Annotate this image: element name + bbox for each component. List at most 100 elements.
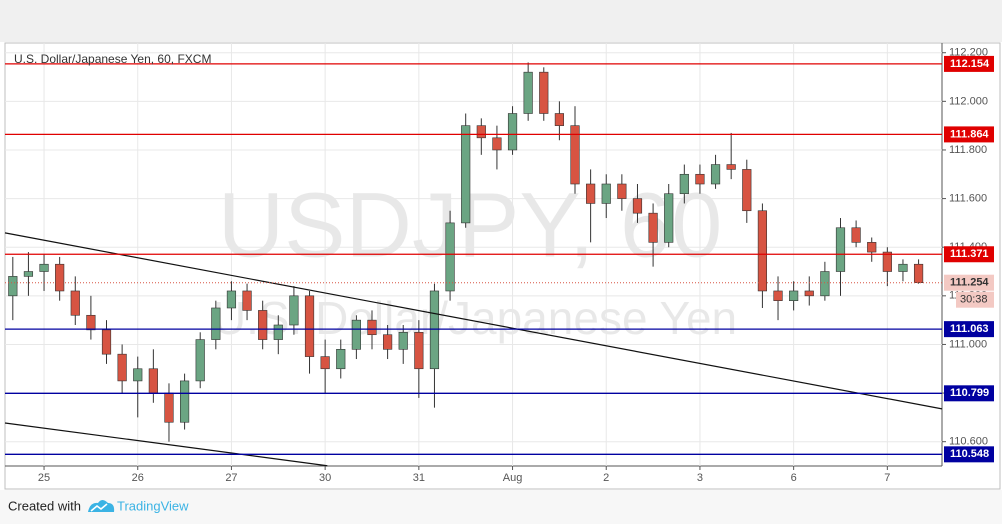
candle-body bbox=[554, 113, 564, 126]
level-badge bbox=[944, 274, 994, 291]
candle-body bbox=[851, 227, 861, 243]
candle-body bbox=[101, 329, 112, 355]
candle-body bbox=[523, 71, 533, 114]
candle-body bbox=[742, 169, 752, 212]
candle-body bbox=[86, 314, 96, 331]
candle-body bbox=[195, 339, 205, 382]
tradingview-logo bbox=[88, 500, 115, 512]
candle-body bbox=[289, 295, 299, 326]
candle-body bbox=[226, 290, 237, 309]
y-tick-label: 112.000 bbox=[949, 95, 988, 107]
level-badge bbox=[944, 321, 994, 338]
y-tick-label: 111.000 bbox=[949, 338, 987, 350]
candle-body bbox=[304, 295, 315, 357]
candle-body bbox=[695, 173, 705, 185]
level-label: 110.548 bbox=[950, 448, 989, 460]
candle-body bbox=[617, 183, 627, 199]
candle-body bbox=[679, 173, 689, 195]
candle-body bbox=[898, 263, 908, 272]
countdown-badge bbox=[956, 291, 994, 308]
candle-body bbox=[23, 271, 34, 277]
candle-body bbox=[710, 164, 721, 185]
y-tick-label: 110.600 bbox=[949, 436, 988, 448]
candle-body bbox=[492, 137, 502, 151]
candle-body bbox=[55, 263, 65, 292]
x-tick-label: 26 bbox=[132, 472, 144, 484]
level-label: 111.254 bbox=[950, 277, 989, 289]
candle-body bbox=[398, 331, 408, 350]
candle-body bbox=[273, 324, 283, 340]
x-tick-label: 31 bbox=[413, 472, 425, 484]
candle-body bbox=[367, 319, 377, 336]
level-badge bbox=[944, 446, 994, 463]
x-tick-label: Aug bbox=[503, 472, 523, 484]
candle-body bbox=[117, 353, 127, 382]
plot: USDJPY, 60U.S. Dollar/Japanese Yen110.60… bbox=[4, 43, 994, 484]
candle-body bbox=[164, 392, 174, 423]
candle-body bbox=[351, 319, 361, 350]
trend-line bbox=[4, 232, 943, 410]
candle-body bbox=[882, 251, 892, 272]
candle-body bbox=[586, 183, 596, 204]
candle-body bbox=[507, 113, 518, 151]
candle-body bbox=[601, 183, 611, 204]
candle-body bbox=[383, 334, 393, 350]
candle-body bbox=[913, 263, 924, 284]
candle-body bbox=[867, 242, 877, 253]
x-tick-label: 3 bbox=[697, 472, 703, 484]
level-label: 111.864 bbox=[950, 128, 989, 140]
x-tick-label: 25 bbox=[38, 472, 50, 484]
level-badge bbox=[944, 385, 994, 402]
top-strip bbox=[0, 0, 1002, 42]
candle-body bbox=[648, 212, 658, 243]
candle-body bbox=[429, 290, 440, 370]
candle-body bbox=[789, 290, 799, 301]
candle-body bbox=[70, 290, 80, 316]
footer bbox=[0, 490, 1002, 524]
candle-body bbox=[258, 310, 268, 340]
candle-body bbox=[8, 276, 18, 297]
countdown: 30:38 bbox=[960, 294, 988, 306]
candle-body bbox=[179, 380, 190, 423]
candle-body bbox=[632, 198, 643, 214]
candle-body bbox=[726, 164, 736, 170]
level-label: 111.063 bbox=[950, 323, 989, 335]
level-badge bbox=[944, 126, 994, 143]
x-tick-label: 7 bbox=[884, 472, 890, 484]
candle-body bbox=[211, 307, 221, 340]
x-tick-label: 6 bbox=[791, 472, 797, 484]
level-badge bbox=[944, 246, 994, 263]
x-tick-label: 27 bbox=[225, 472, 237, 484]
candle-body bbox=[148, 368, 158, 394]
watermark-subtitle: U.S. Dollar/Japanese Yen bbox=[213, 292, 737, 344]
candle-body bbox=[570, 125, 580, 185]
candle-body bbox=[320, 356, 330, 370]
x-tick-label: 2 bbox=[603, 472, 609, 484]
trend-line bbox=[4, 422, 328, 467]
y-tick-label: 111.800 bbox=[949, 144, 987, 156]
y-tick-label: 112.200 bbox=[949, 47, 988, 59]
candle-body bbox=[804, 290, 814, 297]
candle-body bbox=[539, 71, 549, 114]
chart-title: U.S. Dollar/Japanese Yen, 60, FXCM bbox=[14, 52, 211, 66]
candle-body bbox=[336, 349, 346, 370]
brand[interactable]: TradingView bbox=[117, 498, 189, 513]
y-tick-label: 111.600 bbox=[949, 192, 987, 204]
candle-body bbox=[757, 210, 768, 292]
candle-body bbox=[476, 125, 486, 139]
candle-body bbox=[133, 368, 143, 382]
candle-body bbox=[39, 263, 49, 272]
candle-body bbox=[773, 290, 783, 301]
candle-body bbox=[664, 193, 674, 243]
candle-body bbox=[242, 290, 252, 311]
level-label: 112.154 bbox=[950, 58, 990, 70]
level-label: 111.371 bbox=[950, 248, 989, 260]
candle-body bbox=[445, 222, 455, 292]
candle-body bbox=[835, 227, 846, 272]
candle-body bbox=[461, 125, 471, 224]
footer-text: Created with bbox=[8, 498, 81, 513]
candle-body bbox=[820, 271, 830, 297]
candle-body bbox=[414, 331, 424, 370]
level-label: 110.799 bbox=[950, 387, 989, 399]
